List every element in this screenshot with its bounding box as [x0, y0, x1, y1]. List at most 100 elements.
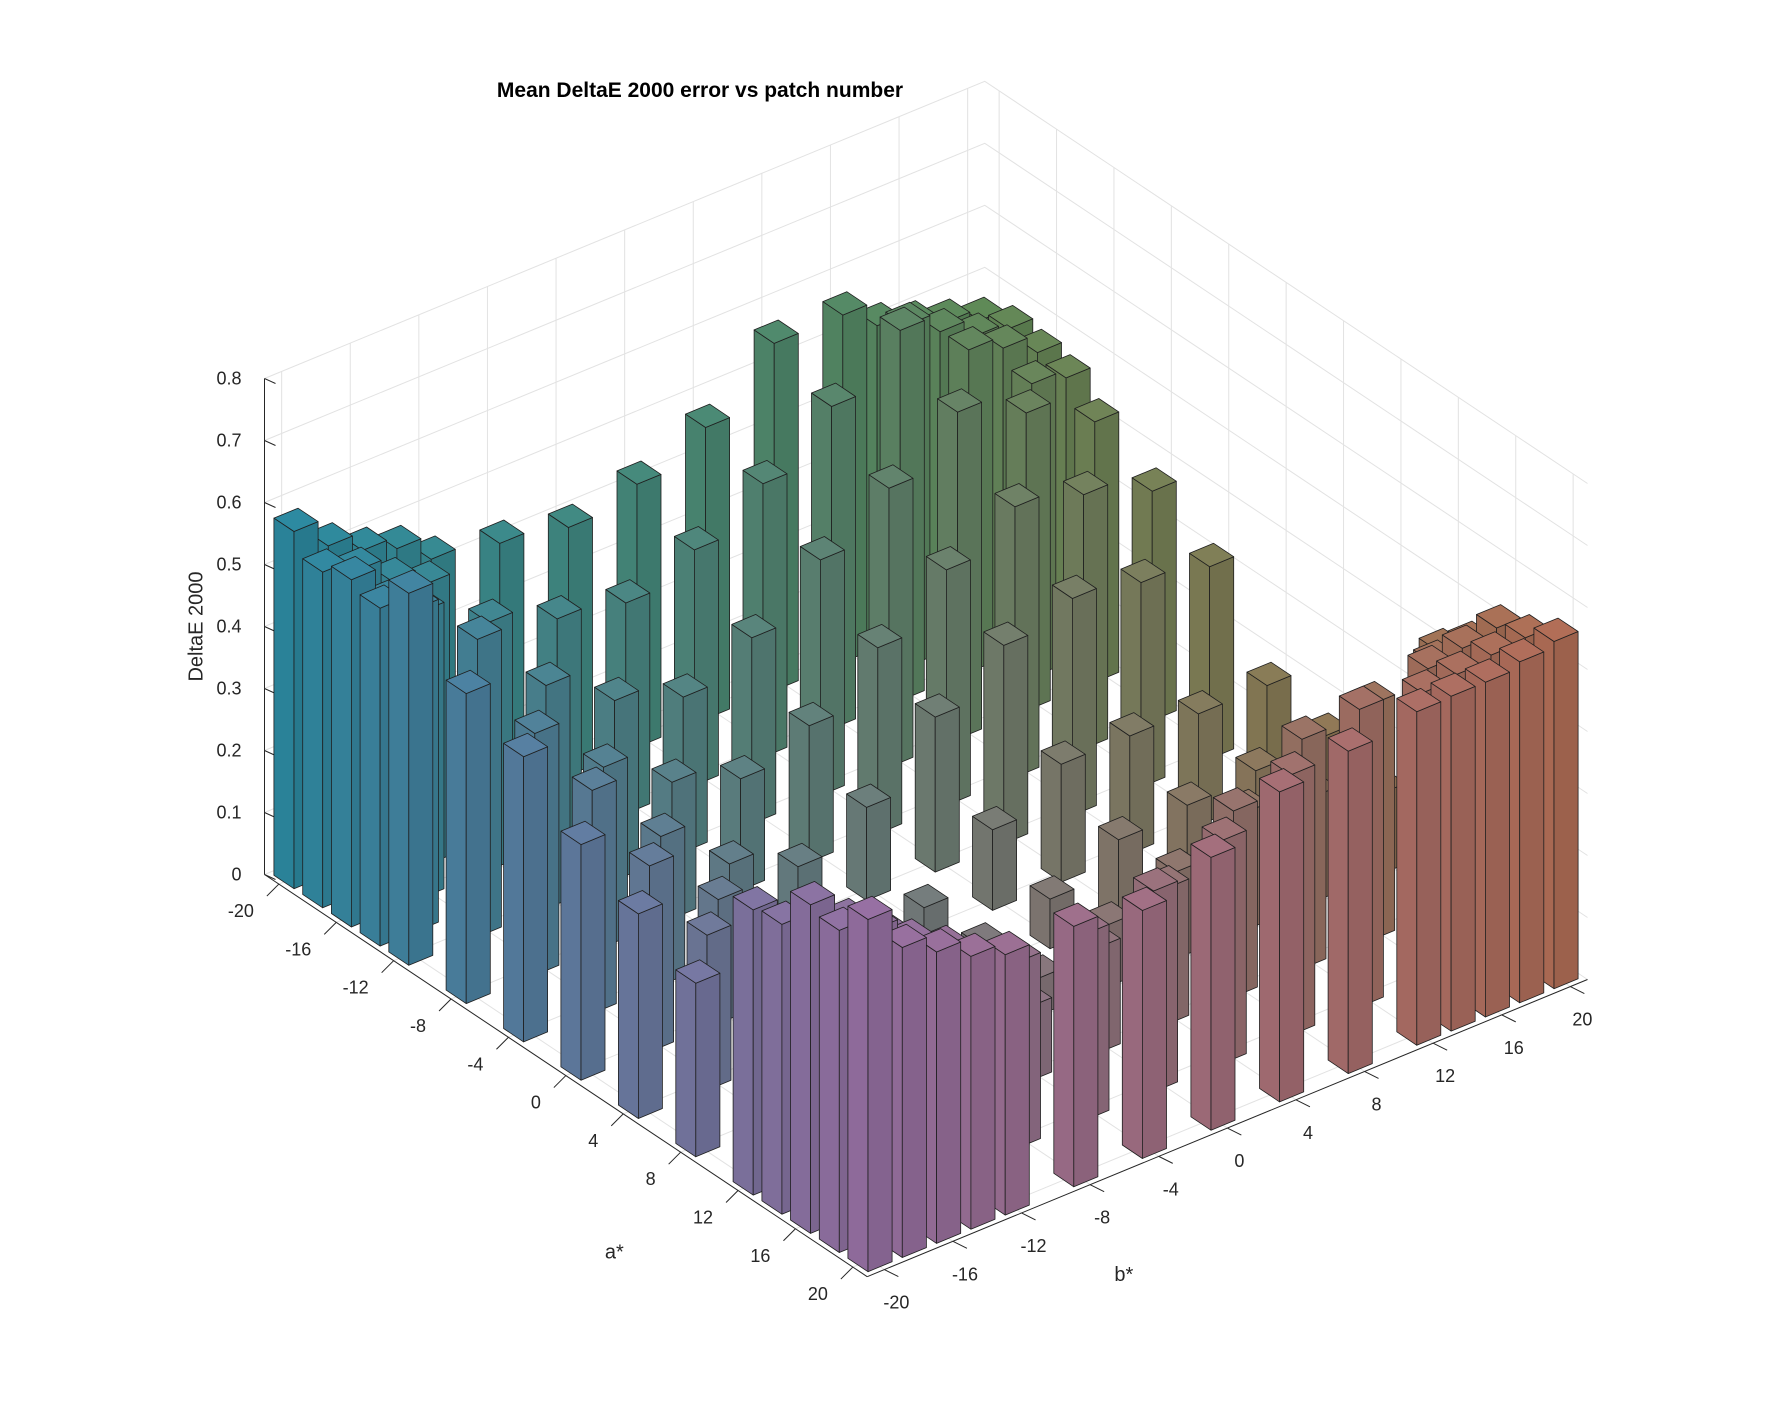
b-tick-label: 20	[1572, 1010, 1592, 1030]
bar-face-top	[857, 624, 903, 649]
a-tick-label: -20	[228, 901, 254, 921]
bar-face-top	[583, 743, 628, 768]
bar-face-right	[1450, 686, 1476, 1032]
bar-face-top	[742, 459, 788, 485]
b-tick	[1021, 1212, 1036, 1221]
bar-face-left	[503, 742, 524, 1043]
a-tick	[323, 922, 337, 935]
bar-face-top	[273, 507, 319, 532]
a-tick-label: 12	[693, 1207, 713, 1227]
bar-face-top	[777, 842, 823, 868]
bar-face-top	[1189, 542, 1235, 568]
bar-face-top	[479, 519, 525, 544]
bar-face-left	[1121, 896, 1143, 1159]
bar	[675, 959, 721, 1158]
a-tick	[438, 998, 452, 1012]
bar	[846, 783, 891, 901]
b-tick	[1364, 1071, 1379, 1079]
bar-face-top	[1499, 638, 1545, 663]
bar-face-top	[686, 911, 732, 936]
bar-face-top	[640, 812, 686, 837]
a-tick-label: -8	[410, 1016, 426, 1036]
b-tick	[1295, 1099, 1311, 1108]
axis-layer	[264, 378, 1588, 1280]
bar-face-left	[330, 565, 352, 928]
bar-face-top	[1011, 360, 1057, 385]
bar	[1040, 740, 1086, 883]
bar-face-top	[616, 460, 662, 485]
a-axis-label: a*	[605, 1241, 624, 1263]
bar	[1327, 727, 1373, 1074]
bar-face-top	[1327, 727, 1373, 752]
bar-face-left	[445, 679, 467, 1004]
bar-face-left	[1040, 750, 1062, 883]
bar-face-top	[1063, 470, 1109, 496]
b-tick-label: -16	[952, 1264, 978, 1284]
bar-face-top	[1045, 354, 1091, 379]
bar-face-right	[638, 903, 663, 1119]
bar-face-left	[790, 891, 811, 1234]
b-tick-label: 16	[1504, 1038, 1524, 1058]
bar-face-right	[1416, 701, 1442, 1046]
b-tick	[1089, 1184, 1105, 1193]
b-tick-label: 12	[1435, 1066, 1455, 1086]
a-tick-label: 4	[588, 1131, 598, 1151]
bar	[445, 669, 491, 1004]
bar-face-left	[972, 815, 993, 911]
bar-face-top	[605, 579, 651, 604]
bar-face-top	[881, 923, 927, 948]
bar-face-right	[695, 972, 721, 1158]
bar-face-right	[867, 909, 893, 1273]
bar-face-top	[972, 806, 1017, 831]
a-tick-label: -16	[285, 939, 311, 959]
bar	[1396, 688, 1442, 1046]
bar	[847, 895, 893, 1273]
bar-face-left	[359, 594, 381, 947]
b-tick	[1158, 1155, 1173, 1164]
bar	[1053, 902, 1099, 1188]
bar-face-top	[1074, 398, 1120, 423]
bar-face-top	[1190, 833, 1236, 858]
bar-face-top	[1131, 467, 1177, 492]
bar-face-top	[1166, 781, 1212, 806]
b-tick-label: 0	[1234, 1151, 1244, 1171]
bar-face-top	[1121, 886, 1167, 911]
z-tick-label: 0	[231, 865, 241, 885]
bar-face-top	[342, 526, 388, 551]
bar-face-top	[662, 673, 708, 698]
z-tick-label: 0.6	[216, 493, 241, 513]
chart-title: Mean DeltaE 2000 error vs patch number	[497, 79, 903, 102]
b-tick	[884, 1269, 899, 1278]
bar-face-top	[811, 382, 856, 407]
bar	[972, 806, 1017, 911]
a-tick	[381, 960, 395, 974]
bar-face-left	[388, 579, 410, 966]
a-tick-label: 16	[750, 1246, 770, 1266]
bar-face-left	[1396, 697, 1418, 1046]
bar-face-top	[1246, 661, 1292, 686]
bar-face-top	[988, 304, 1034, 330]
bar-face-left	[675, 969, 697, 1158]
z-tick-label: 0.7	[216, 431, 241, 451]
a-tick	[553, 1075, 567, 1088]
bar-face-top	[307, 522, 353, 547]
bar-face-top	[547, 503, 593, 528]
bar-face-top	[514, 709, 560, 734]
bar-face-top	[1464, 658, 1510, 683]
z-tick	[264, 874, 276, 880]
bar	[1259, 768, 1305, 1103]
bar-face-top	[846, 783, 891, 808]
bar-face-left	[618, 900, 639, 1119]
bar-face-top	[799, 536, 845, 561]
bar-face-right	[408, 583, 434, 966]
bar-face-top	[790, 881, 835, 906]
label-layer: Mean DeltaE 2000 error vs patch number D…	[186, 79, 1593, 1313]
bar	[788, 701, 834, 863]
bar-face-top	[1177, 690, 1223, 715]
bar-face-left	[847, 905, 869, 1273]
bar-face-right	[1142, 900, 1167, 1159]
bar-face-top	[994, 483, 1040, 508]
bar-face-top	[709, 840, 754, 865]
bar-face-top	[720, 755, 765, 780]
